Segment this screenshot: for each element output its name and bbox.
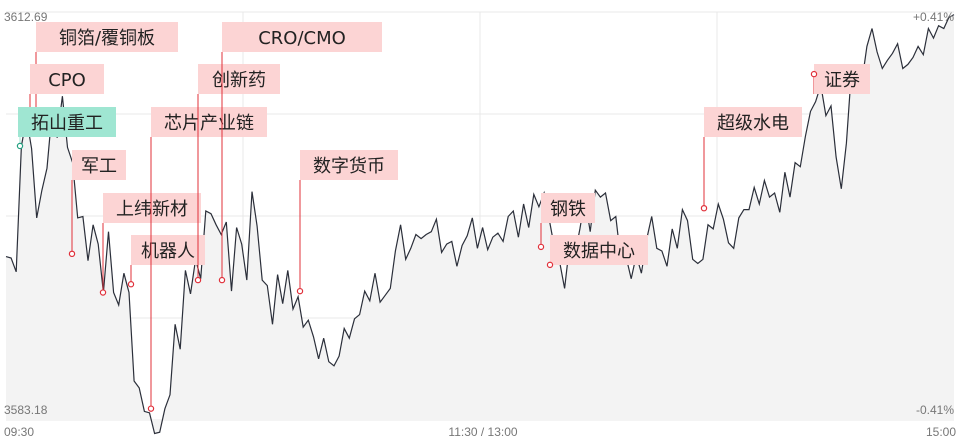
tag-label: 军工 — [81, 156, 117, 177]
tag-background — [550, 235, 648, 265]
y-top-label: 3612.69 — [4, 10, 48, 24]
event-tag: 芯片产业链 — [147, 107, 267, 412]
event-marker — [147, 405, 155, 412]
tag-label: 上纬新材 — [116, 199, 188, 220]
pct-top-label: +0.41% — [913, 10, 954, 24]
tag-background — [300, 150, 398, 180]
tag-label: 机器人 — [141, 241, 195, 262]
tag-label: 创新药 — [212, 70, 266, 91]
event-tag: 数据中心 — [546, 235, 648, 269]
tag-background — [72, 150, 126, 180]
event-marker — [16, 142, 24, 150]
event-marker — [99, 289, 107, 296]
event-tag: 军工 — [68, 150, 126, 258]
x-tick-start: 09:30 — [4, 425, 34, 439]
tag-label: 芯片产业链 — [164, 113, 254, 134]
event-tag: CRO/CMO — [218, 22, 382, 284]
tag-background — [222, 22, 382, 52]
event-tag: 上纬新材 — [99, 193, 201, 296]
tag-background — [18, 107, 116, 137]
tag-label: 数据中心 — [563, 241, 635, 262]
tag-background — [103, 193, 201, 223]
event-marker — [296, 287, 304, 295]
tag-label: 钢铁 — [550, 199, 586, 220]
event-marker — [700, 204, 708, 212]
tag-label: 数字货币 — [313, 156, 385, 177]
event-marker — [810, 70, 818, 78]
event-marker — [68, 250, 76, 258]
pct-bottom-label: -0.41% — [916, 403, 954, 417]
event-tag: 拓山重工 — [16, 107, 116, 150]
event-marker — [127, 281, 135, 288]
event-tag: 数字货币 — [296, 150, 398, 295]
event-marker — [194, 276, 202, 284]
tag-label: 拓山重工 — [31, 113, 103, 134]
tag-label: CRO/CMO — [258, 28, 346, 49]
event-marker — [537, 243, 545, 251]
price-line — [5, 14, 955, 435]
event-tag: 钢铁 — [537, 193, 595, 251]
tag-background — [151, 107, 267, 137]
tag-background — [198, 64, 280, 94]
event-tag: 超级水电 — [700, 107, 802, 212]
tag-background — [30, 64, 104, 94]
tag-label: 证券 — [824, 70, 860, 91]
tag-background — [541, 193, 595, 223]
event-marker — [546, 261, 554, 269]
price-area — [6, 14, 954, 434]
x-tick-midday: 11:30 / 13:00 — [448, 425, 517, 439]
event-marker — [218, 276, 226, 284]
tag-background — [131, 235, 205, 265]
event-tag: 创新药 — [194, 64, 280, 284]
event-tag: CPO — [26, 64, 104, 116]
event-tag: 铜箔/覆铜板 — [32, 22, 178, 115]
tag-label: CPO — [48, 70, 86, 91]
tag-label: 超级水电 — [717, 113, 789, 134]
y-bottom-label: 3583.18 — [4, 403, 48, 417]
tag-background — [704, 107, 802, 137]
event-tag: 证券 — [810, 64, 870, 94]
tag-background — [36, 22, 178, 52]
tag-background — [814, 64, 870, 94]
tag-label: 铜箔/覆铜板 — [59, 28, 155, 49]
event-tag: 机器人 — [127, 235, 205, 288]
x-tick-end: 15:00 — [926, 425, 956, 439]
